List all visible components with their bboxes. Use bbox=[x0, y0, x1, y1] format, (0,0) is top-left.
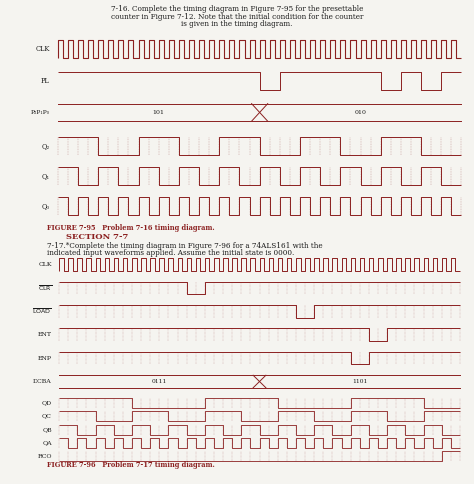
Text: CLK: CLK bbox=[36, 45, 50, 53]
Text: QB: QB bbox=[42, 427, 52, 432]
Text: 0111: 0111 bbox=[152, 379, 167, 384]
Text: FIGURE 7-96   Problem 7-17 timing diagram.: FIGURE 7-96 Problem 7-17 timing diagram. bbox=[47, 461, 215, 469]
Text: RCO: RCO bbox=[37, 454, 52, 459]
Text: QD: QD bbox=[42, 400, 52, 405]
Text: P₂P₁P₀: P₂P₁P₀ bbox=[31, 110, 50, 115]
Text: DCBA: DCBA bbox=[33, 379, 52, 384]
Text: QA: QA bbox=[42, 440, 52, 445]
Text: ENP: ENP bbox=[38, 356, 52, 361]
Text: 010: 010 bbox=[355, 110, 366, 115]
Text: 7-16. Complete the timing diagram in Figure 7-95 for the presettable: 7-16. Complete the timing diagram in Fig… bbox=[111, 5, 363, 13]
Text: Q₂: Q₂ bbox=[42, 142, 50, 150]
Text: 7-17.*Complete the timing diagram in Figure 7-96 for a 74ALS161 with the: 7-17.*Complete the timing diagram in Fig… bbox=[47, 242, 323, 250]
Text: is given in the timing diagram.: is given in the timing diagram. bbox=[182, 20, 292, 29]
Text: Q₁: Q₁ bbox=[42, 172, 50, 180]
Text: CLK: CLK bbox=[38, 262, 52, 267]
Text: 1101: 1101 bbox=[352, 379, 367, 384]
Text: Q₀: Q₀ bbox=[42, 202, 50, 210]
Text: $\overline{\mathrm{LOAD}}$: $\overline{\mathrm{LOAD}}$ bbox=[32, 307, 52, 316]
Text: $\overline{\mathrm{CLR}}$: $\overline{\mathrm{CLR}}$ bbox=[37, 283, 52, 292]
Text: 101: 101 bbox=[153, 110, 165, 115]
Text: counter in Figure 7-12. Note that the initial condition for the counter: counter in Figure 7-12. Note that the in… bbox=[111, 13, 363, 21]
Text: PL: PL bbox=[41, 77, 50, 85]
Text: SECTION 7-7: SECTION 7-7 bbox=[66, 233, 129, 242]
Text: ENT: ENT bbox=[38, 332, 52, 337]
Text: indicated input waveforms applied. Assume the initial state is 0000.: indicated input waveforms applied. Assum… bbox=[47, 249, 295, 257]
Text: QC: QC bbox=[42, 414, 52, 419]
Text: FIGURE 7-95   Problem 7-16 timing diagram.: FIGURE 7-95 Problem 7-16 timing diagram. bbox=[47, 224, 215, 232]
